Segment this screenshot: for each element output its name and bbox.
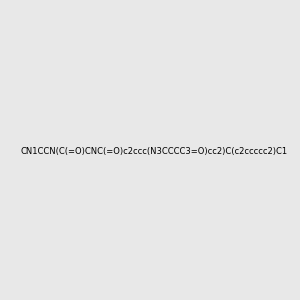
Text: CN1CCN(C(=O)CNC(=O)c2ccc(N3CCCC3=O)cc2)C(c2ccccc2)C1: CN1CCN(C(=O)CNC(=O)c2ccc(N3CCCC3=O)cc2)C…	[20, 147, 287, 156]
